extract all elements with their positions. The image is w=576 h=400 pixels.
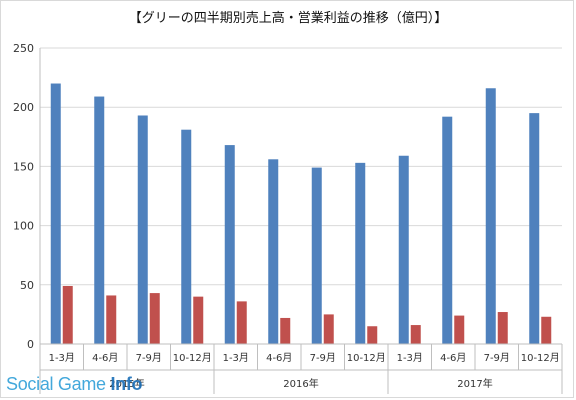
bar-revenue <box>529 113 540 345</box>
bar-operating-profit <box>410 325 421 344</box>
x-category-label: 10-12月 <box>347 352 386 364</box>
bar-revenue <box>311 167 322 344</box>
y-tick-label: 100 <box>13 220 34 233</box>
bar-revenue <box>137 115 148 344</box>
x-category-label: 7-9月 <box>310 352 336 364</box>
bar-operating-profit <box>323 314 334 344</box>
bar-operating-profit <box>62 285 73 344</box>
y-tick-label: 200 <box>13 101 34 114</box>
bar-revenue <box>355 162 366 344</box>
bar-revenue <box>224 145 235 344</box>
bar-operating-profit <box>541 316 552 344</box>
bar-revenue <box>268 159 279 344</box>
social-game-info-logo: Social Game Info <box>6 374 143 395</box>
watermark-main-text: Social Game <box>6 374 111 394</box>
x-category-label: 1-3月 <box>397 352 423 364</box>
x-year-label: 2015年 <box>109 377 144 390</box>
x-year-label: 2017年 <box>457 377 492 390</box>
x-category-label: 1-3月 <box>223 352 249 364</box>
gridlines <box>39 47 562 344</box>
x-category-label: 4-6月 <box>440 352 466 364</box>
bar-revenue <box>485 88 496 344</box>
y-tick-label: 250 <box>13 42 34 55</box>
x-category-label: 7-9月 <box>136 352 162 364</box>
bar-revenue <box>94 96 105 344</box>
x-axis: 1-3月 4-6月 7-9月 10-12月 1-3月 4-6月 7-9月 10-12月 1-3月… <box>39 343 563 394</box>
bar-revenue <box>442 116 453 344</box>
bar-operating-profit <box>193 296 204 344</box>
bar-operating-profit <box>236 301 247 344</box>
bar-operating-profit <box>367 326 378 344</box>
y-axis-ticks: 0 50 100 150 200 250 <box>13 42 34 351</box>
bars <box>50 83 552 345</box>
x-category-label: 1-3月 <box>49 352 75 364</box>
watermark-strong-text: Info <box>110 374 143 394</box>
x-category-label: 4-6月 <box>92 352 118 364</box>
y-tick-label: 0 <box>27 338 34 351</box>
x-year-label: 2016年 <box>283 377 318 390</box>
chart-title: 【グリーの四半期別売上高・営業利益の推移（億円）】 <box>129 10 448 26</box>
bar-revenue <box>181 129 192 344</box>
bar-operating-profit <box>280 317 291 344</box>
x-category-label: 10-12月 <box>173 352 212 364</box>
x-category-label: 10-12月 <box>521 352 560 364</box>
bar-operating-profit <box>149 293 160 344</box>
y-tick-label: 50 <box>20 279 34 292</box>
bar-operating-profit <box>497 312 508 344</box>
bar-operating-profit <box>454 315 465 344</box>
bar-operating-profit <box>106 295 117 344</box>
bar-revenue <box>398 155 409 344</box>
y-tick-label: 150 <box>13 160 34 173</box>
x-category-label: 4-6月 <box>266 352 292 364</box>
x-category-label: 7-9月 <box>484 352 510 364</box>
bar-revenue <box>50 83 61 345</box>
